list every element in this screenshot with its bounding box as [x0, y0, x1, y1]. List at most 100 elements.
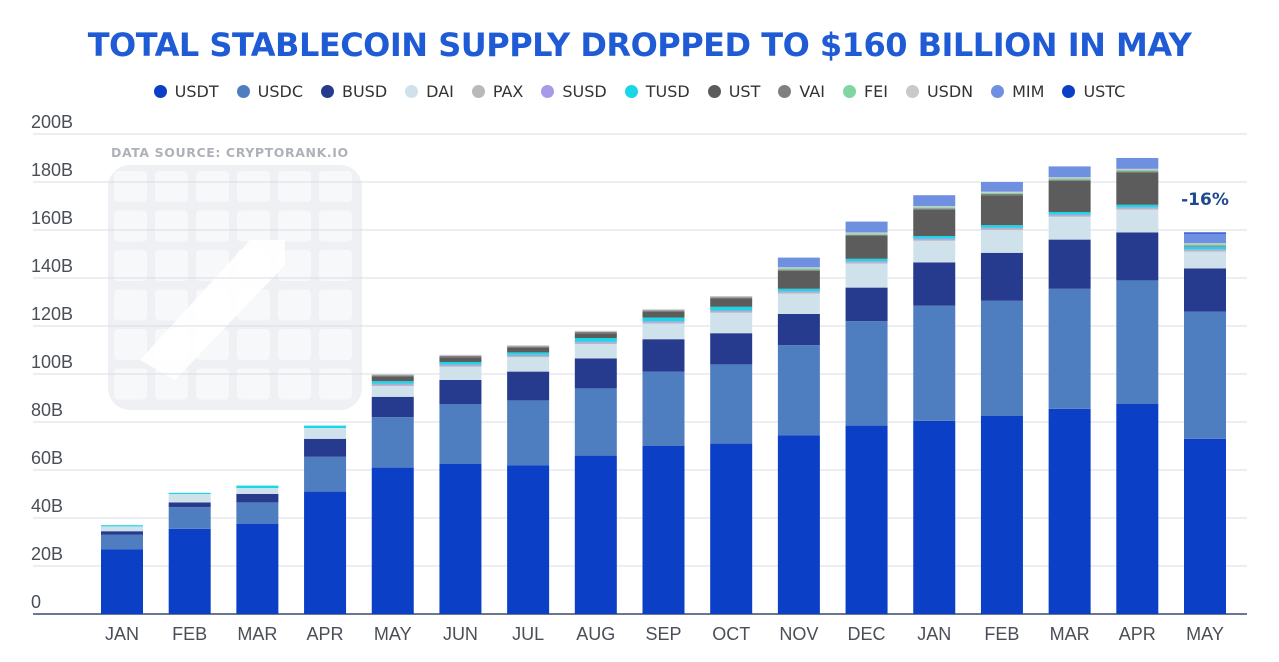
legend-swatch [320, 85, 334, 98]
bar-segment-dai [710, 312, 753, 334]
bar-segment-tusd [371, 381, 414, 384]
bar-segment-mim [913, 195, 956, 206]
bar-segment-usdn [1116, 168, 1159, 170]
bar-segment-susd [642, 321, 685, 323]
bar-segment-vai [1184, 245, 1226, 247]
bar-segment-vai [1116, 171, 1159, 173]
x-tick-label: MAY [374, 624, 412, 644]
bar-segment-usdt [304, 491, 347, 614]
bar-stack-8 [642, 309, 685, 614]
legend-item-dai: DAI [405, 82, 454, 101]
legend-swatch [153, 85, 167, 98]
bar-segment-usdn [777, 267, 820, 269]
bar-segment-usdt [168, 528, 211, 614]
legend-label: PAX [492, 82, 524, 101]
bar-segment-pax [1184, 250, 1226, 252]
bar-segment-dai [304, 428, 347, 439]
bar-segment-susd [980, 227, 1023, 229]
bar-segment-susd [439, 364, 482, 366]
bar-segment-tusd [913, 236, 956, 239]
bar-segment-ust [913, 209, 956, 236]
y-tick-label: 140B [31, 256, 73, 276]
bar-segment-susd [777, 291, 820, 293]
bar-segment-susd [1184, 249, 1226, 251]
bar-stack-5 [439, 354, 482, 614]
bar-segment-dai [845, 263, 888, 288]
bar-segment-vai [777, 269, 820, 271]
bar-segment-tusd [1184, 246, 1226, 250]
legend-swatch [905, 85, 919, 98]
bar-segment-fei [1184, 244, 1226, 246]
bar-segment-mim [777, 257, 820, 268]
bar-segment-busd [101, 531, 143, 535]
bar-segment-usdt [913, 420, 956, 614]
bar-segment-usdn [642, 309, 685, 311]
bar-segment-usdc [1116, 280, 1159, 404]
bar-segment-ust [845, 236, 888, 259]
bar-segment-usdc [845, 321, 888, 426]
bar-segment-tusd [574, 338, 617, 342]
bar-segment-busd [980, 252, 1023, 301]
x-tick-label: MAR [1050, 624, 1090, 644]
cryptorank-watermark-logo [108, 165, 362, 410]
bar-segment-fei [1048, 178, 1091, 180]
bar-segment-susd [574, 341, 617, 343]
legend-item-usdn: USDN [905, 82, 974, 101]
bar-segment-pax [574, 342, 617, 344]
bar-segment-fei [845, 233, 888, 235]
x-tick-label: MAR [237, 624, 277, 644]
bar-stack-2 [236, 485, 279, 614]
legend-item-usdt: USDT [153, 82, 219, 101]
legend-item-tusd: TUSD [624, 82, 690, 101]
legend-label: USDT [174, 82, 219, 101]
legend-label: VAI [799, 82, 825, 101]
bar-segment-dai [439, 366, 482, 380]
bar-segment-mim [1116, 158, 1159, 169]
x-tick-label: AUG [576, 624, 615, 644]
bar-segment-ust [1116, 172, 1159, 205]
bar-segment-usdt [439, 464, 482, 614]
bar-segment-vai [913, 208, 956, 210]
legend-swatch [624, 85, 638, 98]
bar-segment-ust [710, 298, 753, 307]
bar-segment-dai [980, 230, 1023, 253]
bar-segment-usdt [1116, 404, 1159, 614]
bar-segment-busd [1116, 232, 1159, 281]
bar-segment-susd [371, 383, 414, 385]
bar-segment-usdc [507, 400, 550, 466]
bar-segment-tusd [845, 258, 888, 262]
bar-segment-usdn [913, 206, 956, 208]
legend-swatch [405, 85, 419, 98]
bar-segment-tusd [168, 492, 211, 494]
bar-segment-dai [1184, 251, 1226, 269]
bar-segment-fei [1116, 170, 1159, 172]
legend-item-vai: VAI [778, 82, 825, 101]
legend-label: USDN [926, 82, 974, 101]
bar-segment-usdt [507, 465, 550, 614]
legend-item-pax: PAX [471, 82, 524, 101]
bar-segment-usdt [574, 455, 617, 614]
bar-segment-vai [507, 346, 550, 348]
bar-segment-fei [980, 192, 1023, 194]
bar-segment-pax [777, 292, 820, 294]
bar-segment-pax [1048, 215, 1091, 217]
bar-segment-susd [1048, 214, 1091, 216]
bar-segment-usdc [913, 305, 956, 421]
bar-segment-busd [574, 358, 617, 389]
bar-segment-pax [1116, 208, 1159, 210]
bar-segment-usdc [168, 507, 211, 529]
y-tick-label: 100B [31, 352, 73, 372]
bar-segment-pax [980, 228, 1023, 230]
bar-segment-pax [439, 365, 482, 367]
bar-segment-usdt [1184, 438, 1226, 614]
x-tick-label: JAN [917, 624, 951, 644]
bar-segment-dai [101, 526, 143, 532]
bar-segment-ust [777, 270, 820, 289]
bar-segment-dai [1116, 209, 1159, 233]
x-tick-label: APR [1119, 624, 1156, 644]
x-tick-label: JUL [512, 624, 544, 644]
bar-segment-busd [168, 502, 211, 508]
x-tick-label: MAY [1186, 624, 1224, 644]
bar-segment-usdc [304, 456, 347, 492]
bar-segment-usdt [777, 435, 820, 614]
